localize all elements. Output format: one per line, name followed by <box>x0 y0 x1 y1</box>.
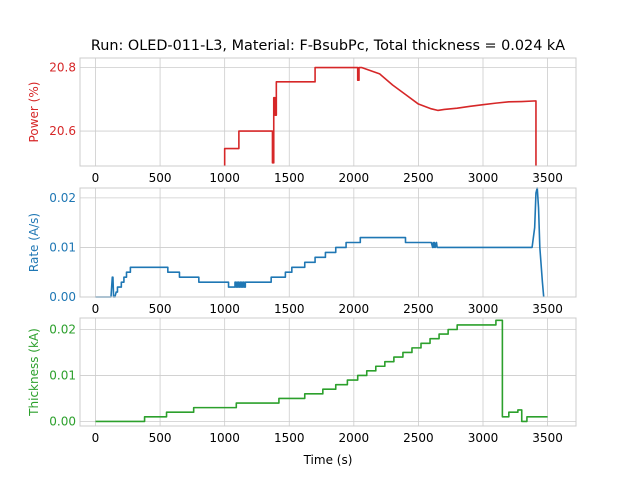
subplot-1: 0 500 1000 1500 2000 2500 3000 3500 20.6 20.8 Powe… <box>27 57 577 185</box>
x-tick-label: 2500 <box>403 431 434 445</box>
y-tick-label: 20.6 <box>49 124 76 138</box>
x-tick-label: 1000 <box>209 431 240 445</box>
y-tick-label: 0.02 <box>49 322 76 336</box>
y-axis-label: Thickness (kA) <box>27 328 41 417</box>
x-tick-label: 0 <box>92 431 100 445</box>
axes-frame <box>79 317 577 427</box>
series-line-2 <box>95 187 545 298</box>
x-tick-label: 3500 <box>532 302 563 316</box>
x-tick-label: 0 <box>92 171 100 185</box>
y-tick-label: 0.01 <box>49 368 76 382</box>
x-tick-label: 500 <box>149 302 172 316</box>
x-tick-label: 3000 <box>468 171 499 185</box>
series-line-1 <box>223 66 537 166</box>
x-tick-label: 1000 <box>209 171 240 185</box>
y-axis-label: Rate (A/s) <box>27 213 41 272</box>
x-axis-label: Time (s) <box>303 453 353 467</box>
axes-frame <box>79 57 577 167</box>
x-tick-label: 1500 <box>274 302 305 316</box>
series-line-3 <box>95 319 548 423</box>
x-tick-label: 1500 <box>274 431 305 445</box>
x-tick-label: 3000 <box>468 431 499 445</box>
y-tick-label: 0.02 <box>49 191 76 205</box>
x-tick-label: 2000 <box>339 302 370 316</box>
subplot-2: 0 500 1000 1500 2000 2500 3000 3500 0.00 0.01 0.02… <box>27 187 577 316</box>
x-tick-label: 3500 <box>532 431 563 445</box>
subplot-3: 0 500 1000 1500 2000 2500 3000 3500 0.00 0.01 0.02… <box>27 317 577 445</box>
x-tick-label: 3500 <box>532 171 563 185</box>
y-tick-label: 20.8 <box>49 61 76 75</box>
x-tick-label: 3000 <box>468 302 499 316</box>
subplots: 0 500 1000 1500 2000 2500 3000 3500 20.6 20.8 Powe… <box>27 57 577 445</box>
x-tick-label: 500 <box>149 171 172 185</box>
x-tick-label: 1500 <box>274 171 305 185</box>
y-tick-label: 0.01 <box>49 240 76 254</box>
x-tick-label: 2500 <box>403 171 434 185</box>
x-tick-label: 1000 <box>209 302 240 316</box>
x-tick-label: 0 <box>92 302 100 316</box>
chart-title: Run: OLED-011-L3, Material: F-BsubPc, To… <box>91 38 565 54</box>
axes-frame <box>79 187 577 298</box>
x-tick-label: 2000 <box>339 431 370 445</box>
x-tick-label: 2500 <box>403 302 434 316</box>
x-tick-label: 500 <box>149 431 172 445</box>
y-tick-label: 0.00 <box>49 290 76 304</box>
y-tick-label: 0.00 <box>49 414 76 428</box>
x-tick-label: 2000 <box>339 171 370 185</box>
y-axis-label: Power (%) <box>27 82 41 143</box>
